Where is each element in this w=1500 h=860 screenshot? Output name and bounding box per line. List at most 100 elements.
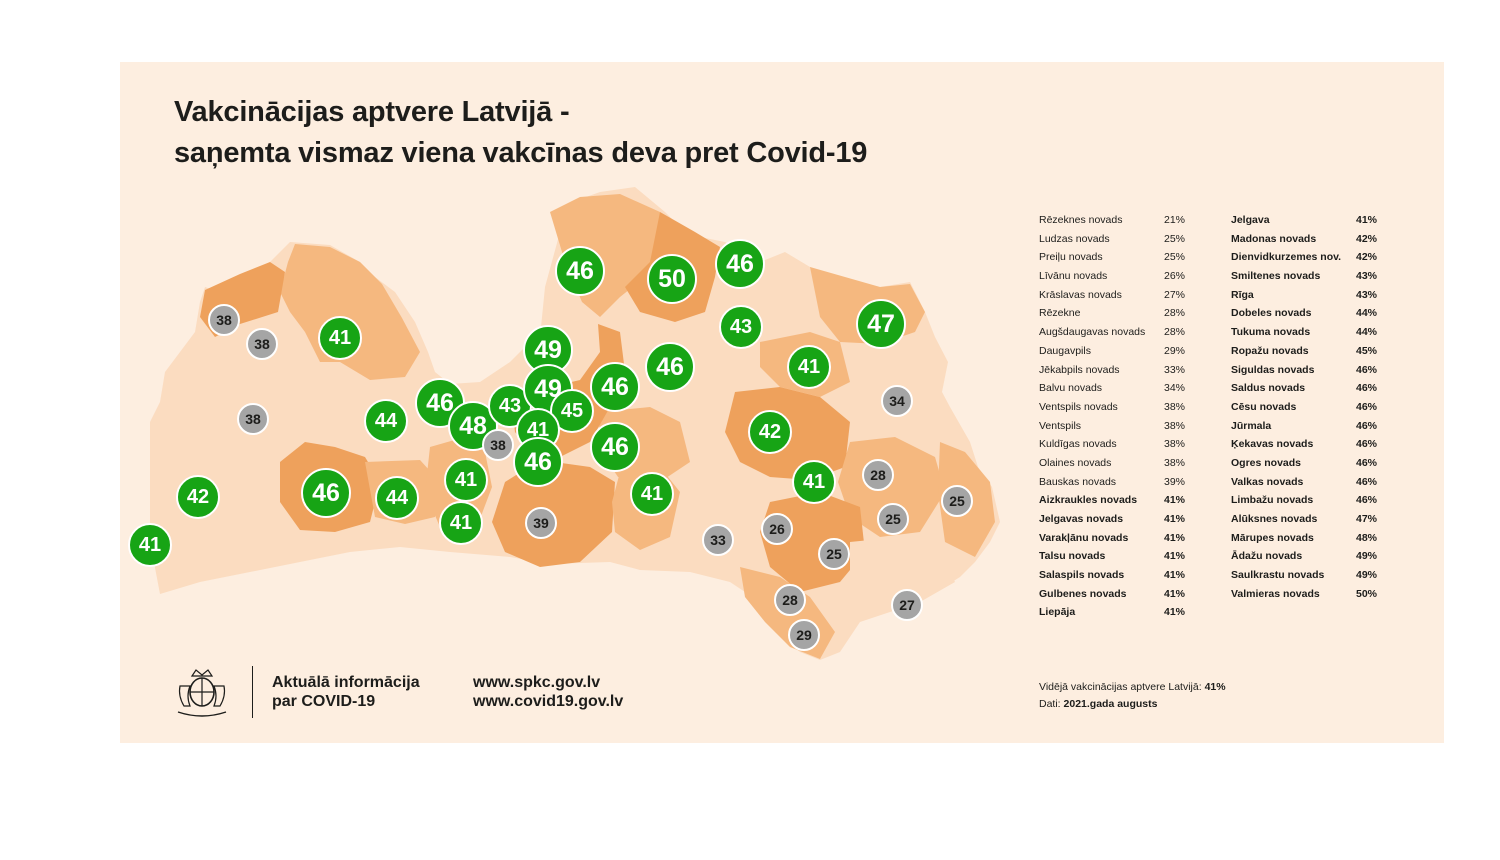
- legend-region-name: Valmieras novads: [1231, 587, 1320, 600]
- coverage-bubble-label: 46: [656, 353, 684, 381]
- legend-region-value: 29%: [1164, 344, 1186, 357]
- coverage-bubble: 34: [881, 385, 913, 417]
- legend-region-name: Krāslavas novads: [1039, 288, 1122, 301]
- date-label: Dati:: [1039, 698, 1061, 710]
- legend-region-name: Olaines novads: [1039, 456, 1112, 469]
- coverage-bubble-circle: [590, 422, 640, 472]
- date-value: 2021.gada augusts: [1063, 698, 1158, 710]
- coverage-bubble-circle: [645, 342, 695, 392]
- coverage-bubble-label: 42: [187, 486, 209, 508]
- legend-region-value: 41%: [1164, 606, 1186, 619]
- coverage-bubble: 49: [523, 325, 573, 375]
- link-spkc[interactable]: www.spkc.gov.lv: [473, 674, 601, 691]
- region-rezekne: [838, 437, 945, 537]
- link-covid19[interactable]: www.covid19.gov.lv: [473, 693, 624, 710]
- legend-region-name: Jūrmala: [1231, 419, 1272, 432]
- coverage-bubble-label: 42: [759, 421, 781, 443]
- legend-region-value: 42%: [1356, 232, 1378, 245]
- legend-region-name: Cēsu novads: [1231, 400, 1297, 413]
- coverage-bubble: 38: [237, 403, 269, 435]
- average-label: Vidējā vakcinācijas aptvere Latvijā:: [1039, 681, 1202, 693]
- legend-region-value: 25%: [1164, 232, 1186, 245]
- coverage-bubble-circle: [364, 399, 408, 443]
- coverage-bubble-label: 44: [375, 410, 398, 432]
- coverage-bubble-circle: [128, 523, 172, 567]
- coverage-bubble-label: 39: [533, 515, 549, 531]
- coverage-bubble: 26: [761, 513, 793, 545]
- legend-region-name: Salaspils novads: [1039, 569, 1125, 582]
- legend-region-value: 44%: [1356, 307, 1378, 320]
- legend-region-value: 48%: [1356, 531, 1378, 544]
- coverage-bubble-circle: [881, 385, 913, 417]
- coverage-bubble-label: 25: [949, 493, 965, 509]
- legend-region-name: Madonas novads: [1231, 232, 1317, 245]
- coverage-bubble-circle: [318, 316, 362, 360]
- coverage-bubble-label: 28: [782, 592, 798, 608]
- coverage-bubble: 27: [891, 589, 923, 621]
- coverage-bubble-label: 46: [312, 479, 340, 507]
- data-date-line: Dati: 2021.gada augusts: [1039, 696, 1226, 713]
- legend-region-name: Līvānu novads: [1039, 270, 1108, 283]
- legend-region-value: 46%: [1356, 494, 1378, 507]
- coverage-bubble: 44: [364, 399, 408, 443]
- legend-region-value: 38%: [1164, 438, 1186, 451]
- legend-region-value: 26%: [1164, 270, 1186, 283]
- coverage-bubble-label: 38: [254, 336, 270, 352]
- coverage-bubble-circle: [590, 362, 640, 412]
- coverage-bubble: 43: [719, 305, 763, 349]
- coverage-bubble-label: 46: [524, 448, 552, 476]
- coverage-bubble-label: 41: [641, 483, 663, 505]
- latvia-coat-of-arms-icon: [177, 669, 227, 717]
- coverage-bubble-circle: [482, 429, 514, 461]
- coverage-bubble-circle: [550, 389, 594, 433]
- coverage-bubble: 43: [488, 384, 532, 428]
- coverage-bubble-circle: [375, 476, 419, 520]
- average-coverage-line: Vidējā vakcinācijas aptvere Latvijā: 41%: [1039, 679, 1226, 696]
- average-value: 41%: [1204, 681, 1226, 693]
- coverage-bubble: 46: [645, 342, 695, 392]
- legend-region-value: 33%: [1164, 363, 1186, 376]
- legend-region-name: Ropažu novads: [1231, 344, 1309, 357]
- region-talsi: [280, 244, 420, 380]
- legend-region-value: 34%: [1164, 382, 1186, 395]
- coverage-bubble-label: 45: [561, 400, 583, 422]
- legend-region-value: 25%: [1164, 251, 1186, 264]
- coverage-bubble-label: 41: [329, 327, 351, 349]
- legend-region-name: Liepāja: [1039, 606, 1076, 619]
- legend-region-value: 50%: [1356, 587, 1378, 600]
- coverage-bubble-label: 46: [566, 257, 594, 285]
- legend-region-value: 49%: [1356, 569, 1378, 582]
- legend-region-name: Saulkrastu novads: [1231, 569, 1325, 582]
- legend-region-name: Daugavpils: [1039, 344, 1091, 357]
- coverage-bubble: 41: [439, 501, 483, 545]
- coverage-bubble-label: 25: [826, 546, 842, 562]
- coverage-bubble-circle: [555, 246, 605, 296]
- info-text: Aktuālā informācija par COVID-19: [272, 673, 420, 711]
- legend-region-name: Jelgava: [1231, 214, 1270, 226]
- coverage-bubble-circle: [513, 437, 563, 487]
- coverage-bubble-label: 49: [534, 336, 562, 364]
- coverage-bubble-circle: [818, 538, 850, 570]
- legend-region-name: Bauskas novads: [1039, 475, 1117, 488]
- legend-region-value: 46%: [1356, 456, 1378, 469]
- footer-divider: [252, 666, 253, 718]
- coverage-bubble-circle: [787, 345, 831, 389]
- legend-region-value: 38%: [1164, 456, 1186, 469]
- coverage-bubble: 39: [525, 507, 557, 539]
- legend-region-value: 27%: [1164, 288, 1186, 301]
- coverage-bubble-label: 46: [726, 250, 754, 278]
- legend-region-value: 49%: [1356, 550, 1378, 563]
- info-line-1: Aktuālā informācija: [272, 674, 420, 691]
- coverage-bubble-circle: [862, 459, 894, 491]
- legend-region-value: 41%: [1164, 569, 1186, 582]
- coverage-bubble-label: 47: [867, 310, 895, 338]
- coverage-bubble: 44: [375, 476, 419, 520]
- coverage-bubble-circle: [715, 239, 765, 289]
- coverage-bubble: 25: [818, 538, 850, 570]
- legend-region-name: Smiltenes novads: [1231, 270, 1321, 283]
- coverage-bubble-circle: [788, 619, 820, 651]
- legend-region-value: 46%: [1356, 382, 1378, 395]
- legend-region-name: Balvu novads: [1039, 382, 1103, 395]
- legend-region-name: Kuldīgas novads: [1039, 438, 1117, 451]
